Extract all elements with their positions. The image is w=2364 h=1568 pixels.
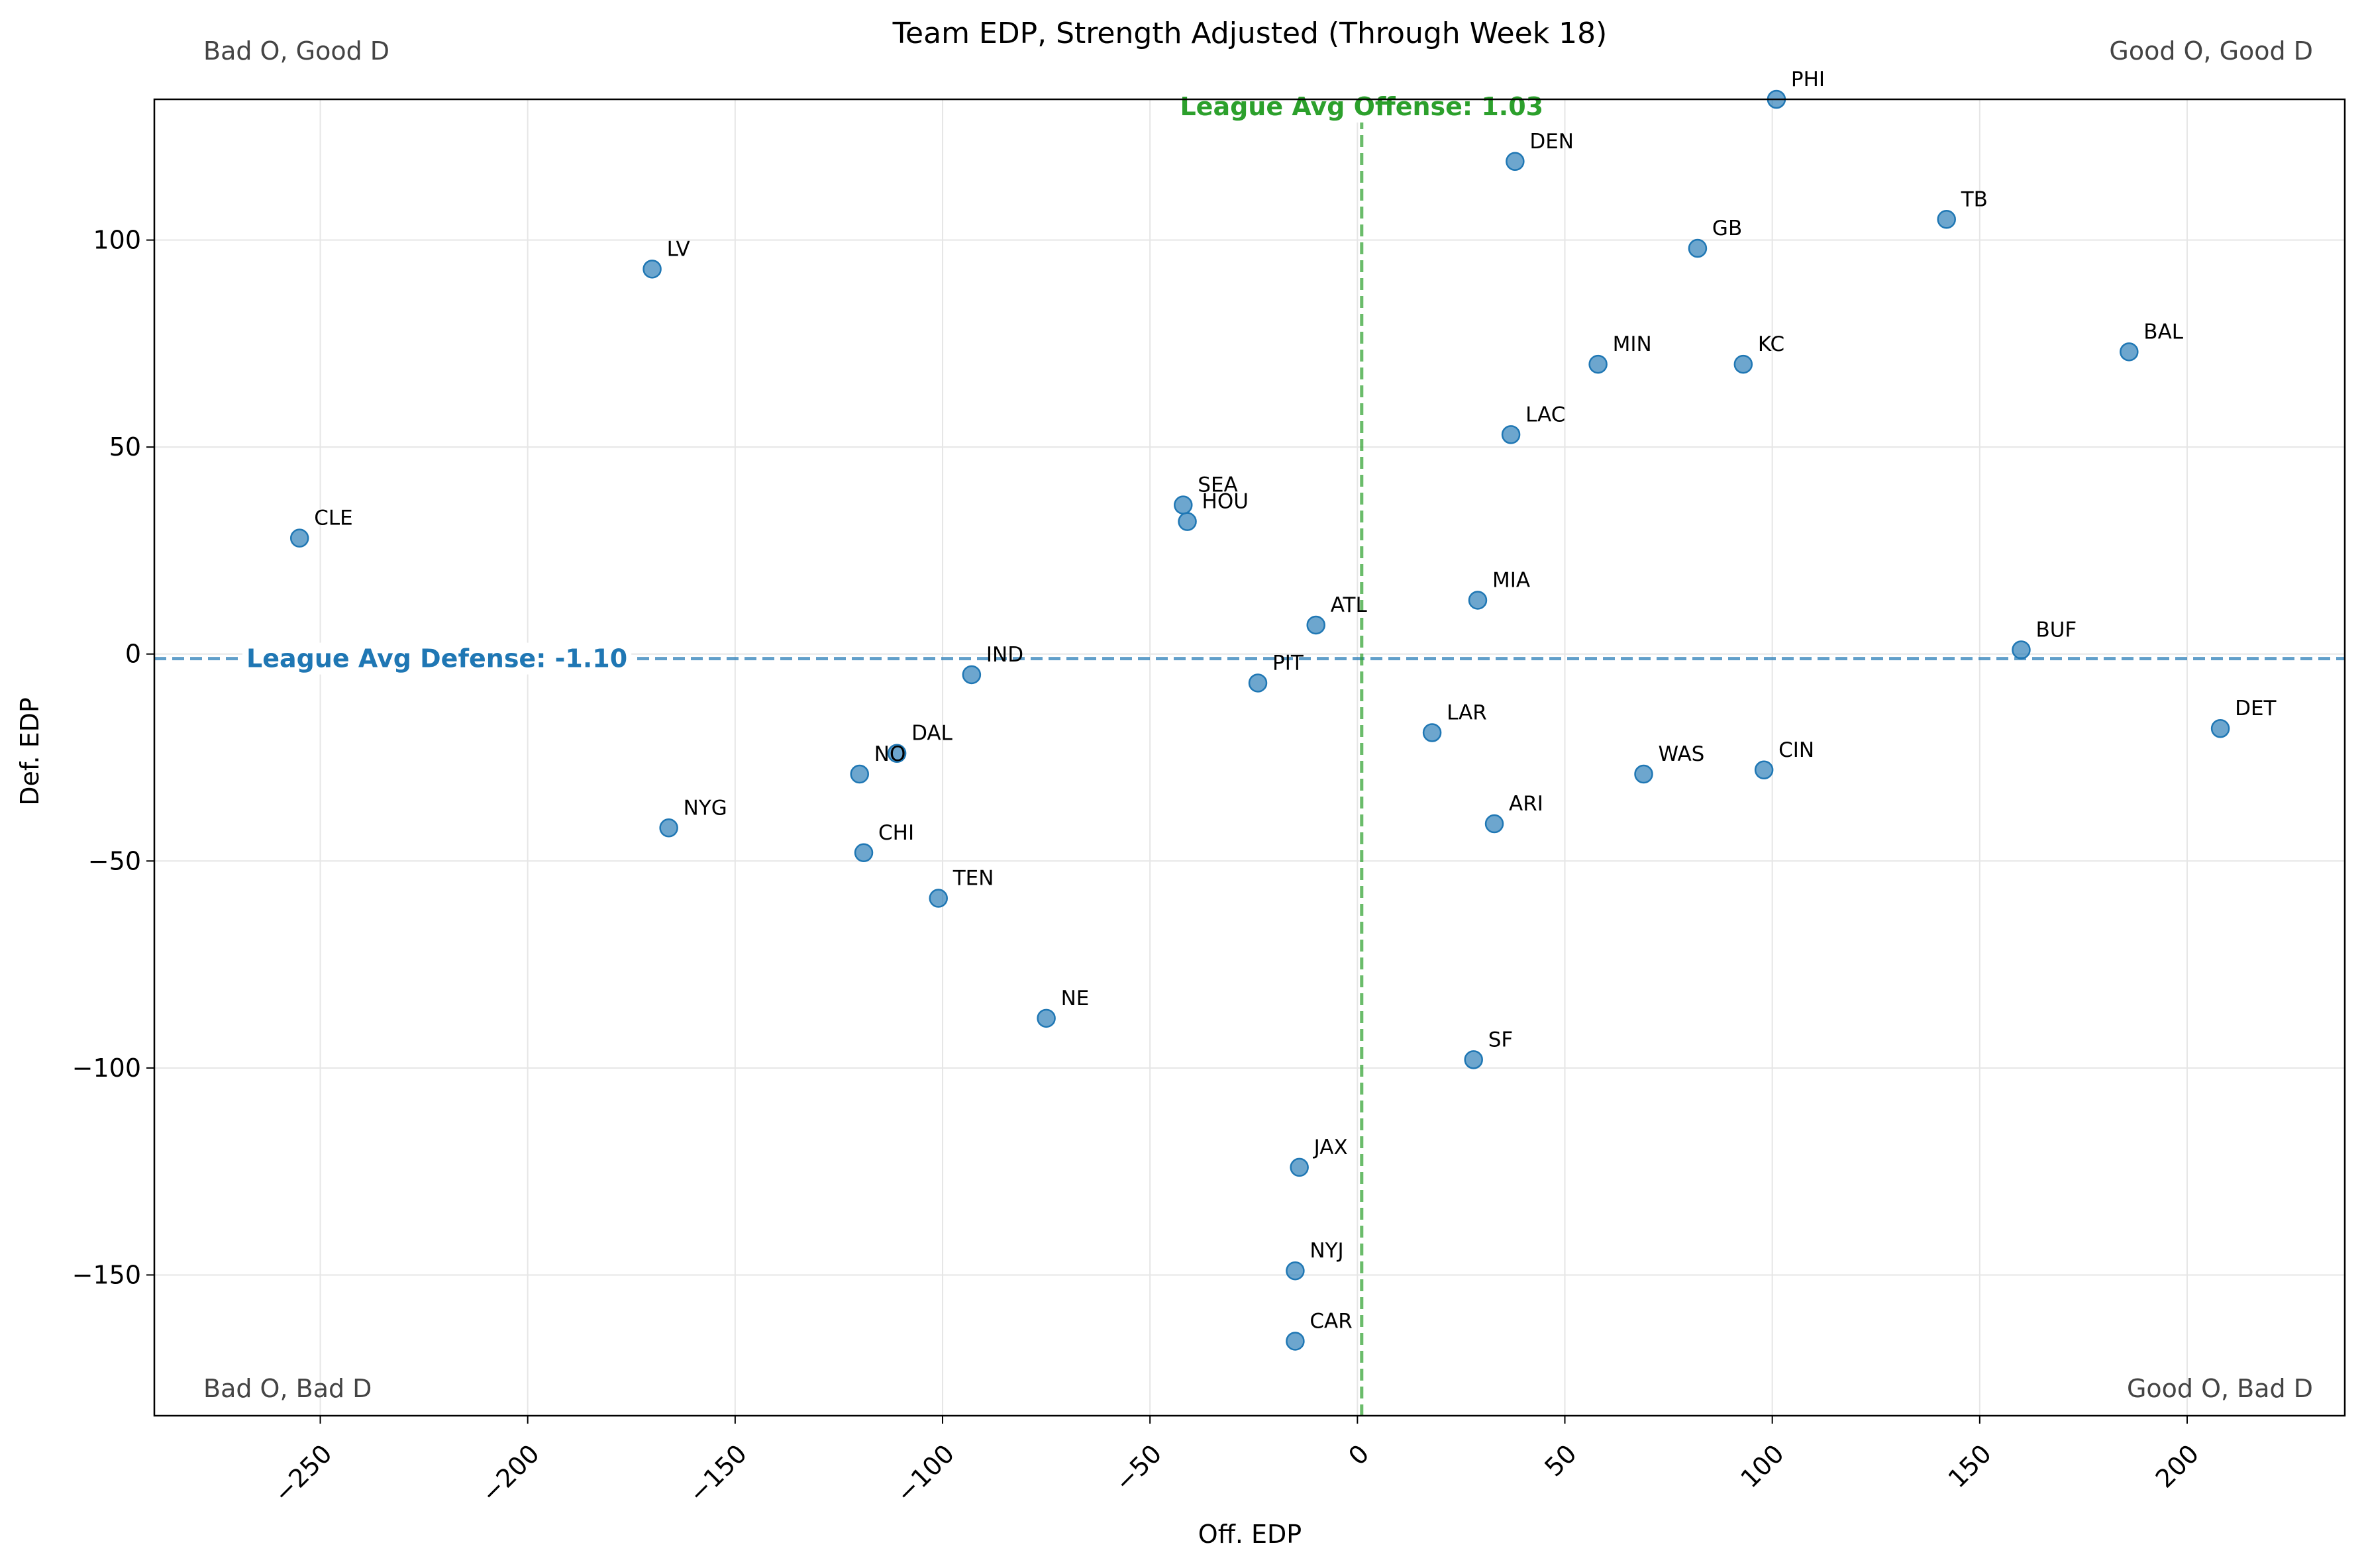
- point-label-ari: ARI: [1509, 792, 1543, 816]
- data-point-ari: [1484, 814, 1504, 834]
- point-label-dal: DAL: [911, 722, 953, 746]
- reference-label-background: [1176, 91, 1548, 122]
- data-point-chi: [854, 843, 874, 863]
- point-label-det: DET: [2235, 697, 2277, 720]
- quadrant-label-top-left: Bad O, Good D: [203, 36, 389, 66]
- data-point-hou: [1178, 512, 1197, 531]
- point-label-min: MIN: [1613, 332, 1652, 356]
- point-label-den: DEN: [1529, 130, 1574, 154]
- y-axis-label: Def. EDP: [15, 697, 44, 806]
- quadrant-label-bottom-left: Bad O, Bad D: [203, 1374, 372, 1403]
- x-tick-label: −250: [268, 1439, 338, 1508]
- data-point-no: [850, 764, 870, 784]
- y-tick-label: −150: [72, 1260, 141, 1289]
- point-label-cin: CIN: [1778, 738, 1814, 762]
- data-point-pit: [1248, 673, 1268, 693]
- data-point-gb: [1688, 238, 1708, 258]
- data-point-buf: [2012, 640, 2031, 660]
- grid-lines: [154, 99, 2345, 1416]
- x-tick-label: −100: [890, 1439, 960, 1508]
- point-label-cle: CLE: [314, 507, 353, 530]
- quadrant-label-bottom-right: Good O, Bad D: [2127, 1374, 2313, 1403]
- y-tick-label: 50: [109, 432, 141, 462]
- data-point-tb: [1937, 210, 1956, 229]
- x-tick-label: −200: [476, 1439, 545, 1508]
- data-point-bal: [2120, 342, 2139, 362]
- point-label-ind: IND: [986, 643, 1023, 667]
- point-label-car: CAR: [1310, 1309, 1352, 1333]
- data-point-mia: [1468, 591, 1488, 610]
- point-label-mia: MIA: [1492, 568, 1530, 592]
- x-tick-label: 100: [1735, 1439, 1789, 1493]
- data-point-sf: [1464, 1050, 1483, 1069]
- plot-area-frame: [153, 98, 2346, 1417]
- point-label-jax: JAX: [1313, 1136, 1348, 1159]
- quadrant-label-top-right: Good O, Good D: [2109, 36, 2313, 66]
- axis-ticks: −250 −200 −150 −100 −50 0 50 100 150 200 −150 −100 −…: [72, 226, 2205, 1508]
- x-tick-label: −50: [1109, 1439, 1168, 1497]
- point-label-gb: GB: [1712, 217, 1742, 240]
- point-label-kc: KC: [1758, 332, 1784, 356]
- x-tick-label: −150: [683, 1439, 752, 1508]
- point-label-tb: TB: [1961, 187, 1988, 211]
- point-label-lac: LAC: [1525, 403, 1565, 426]
- data-point-jax: [1290, 1157, 1309, 1177]
- data-point-car: [1286, 1332, 1305, 1351]
- chart-title: Team EDP, Strength Adjusted (Through Wee…: [892, 17, 1608, 50]
- point-label-was: WAS: [1659, 742, 1705, 766]
- y-tick-label: 0: [125, 640, 141, 669]
- point-label-atl: ATL: [1331, 593, 1368, 617]
- data-point-den: [1506, 152, 1525, 172]
- point-label-nyg: NYG: [684, 796, 727, 820]
- point-label-no: NO: [874, 742, 906, 766]
- point-label-lar: LAR: [1447, 701, 1487, 724]
- point-label-pit: PIT: [1272, 651, 1304, 675]
- data-point-cle: [289, 528, 309, 548]
- data-point-ne: [1037, 1008, 1056, 1028]
- point-label-ten: TEN: [952, 867, 994, 891]
- y-tick-label: −50: [88, 846, 141, 875]
- data-point-cin: [1754, 760, 1774, 780]
- data-points: [289, 89, 2230, 1351]
- data-point-ind: [962, 665, 982, 685]
- league-avg-defense-label: League Avg Defense: -1.10: [246, 644, 627, 673]
- point-label-phi: PHI: [1791, 68, 1825, 91]
- data-point-min: [1588, 354, 1608, 374]
- data-point-lv: [642, 260, 662, 279]
- x-tick-label: 150: [1943, 1439, 1997, 1493]
- point-label-nyj: NYJ: [1310, 1239, 1343, 1263]
- y-tick-label: −100: [72, 1054, 141, 1083]
- data-point-sea: [1174, 495, 1193, 514]
- point-label-hou: HOU: [1202, 490, 1249, 514]
- reference-lines: [154, 99, 2345, 1416]
- data-point-lac: [1501, 425, 1521, 444]
- data-point-ten: [929, 889, 949, 908]
- data-point-kc: [1733, 354, 1753, 374]
- data-point-dal: [887, 744, 907, 763]
- data-point-lar: [1422, 723, 1442, 742]
- x-tick-label: 200: [2150, 1439, 2204, 1493]
- data-point-atl: [1306, 615, 1325, 635]
- data-point-nyj: [1286, 1261, 1305, 1281]
- point-label-sea: SEA: [1198, 473, 1237, 497]
- point-label-lv: LV: [667, 237, 690, 261]
- point-label-chi: CHI: [878, 821, 914, 845]
- point-label-ne: NE: [1061, 987, 1090, 1010]
- point-label-sf: SF: [1488, 1028, 1514, 1052]
- data-point-was: [1634, 764, 1653, 784]
- data-point-nyg: [659, 818, 678, 838]
- data-point-det: [2210, 718, 2230, 738]
- y-tick-label: 100: [93, 226, 141, 255]
- x-axis-label: Off. EDP: [1198, 1520, 1302, 1549]
- x-tick-label: 0: [1343, 1439, 1374, 1471]
- point-label-buf: BUF: [2035, 618, 2077, 642]
- league-avg-offense-label: League Avg Offense: 1.03: [1180, 92, 1543, 121]
- point-label-bal: BAL: [2143, 320, 2183, 344]
- reference-label-background: [242, 642, 632, 675]
- x-tick-label: 50: [1539, 1439, 1582, 1482]
